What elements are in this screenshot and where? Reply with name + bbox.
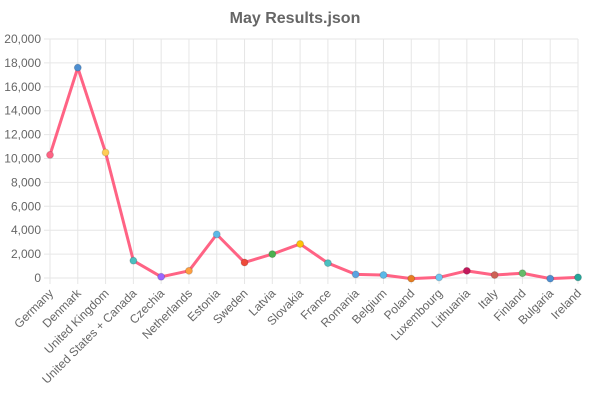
x-tick-label: Ireland: [548, 286, 584, 322]
data-point[interactable]: [546, 274, 555, 283]
y-axis-ticks: 20,000 18,000 16,000 14,000 12,000 10,000 8,00…: [4, 32, 41, 285]
y-tick-label: 16,000: [4, 80, 41, 94]
y-tick-label: 4,000: [11, 223, 41, 237]
y-tick-label: 10,000: [4, 152, 41, 166]
data-point[interactable]: [101, 148, 110, 157]
data-point[interactable]: [490, 271, 499, 280]
data-point[interactable]: [407, 274, 416, 283]
data-point[interactable]: [462, 266, 471, 275]
data-point[interactable]: [379, 271, 388, 280]
data-point[interactable]: [212, 230, 221, 239]
y-tick-label: 6,000: [11, 199, 41, 213]
chart-title: May Results.json: [230, 10, 361, 27]
data-point[interactable]: [323, 259, 332, 268]
y-tick-label: 14,000: [4, 104, 41, 118]
y-tick-label: 20,000: [4, 32, 41, 46]
data-point[interactable]: [240, 258, 249, 267]
data-point[interactable]: [73, 63, 82, 72]
data-point[interactable]: [129, 256, 138, 265]
data-point[interactable]: [351, 270, 360, 279]
y-tick-label: 2,000: [11, 247, 41, 261]
data-point[interactable]: [184, 266, 193, 275]
data-point[interactable]: [435, 273, 444, 282]
data-points: [46, 63, 582, 283]
data-point[interactable]: [268, 250, 277, 259]
series-line: [48, 66, 580, 281]
data-point[interactable]: [296, 239, 305, 248]
data-point[interactable]: [518, 269, 527, 278]
data-point[interactable]: [46, 150, 54, 159]
y-tick-label: 8,000: [11, 175, 41, 189]
y-tick-label: 12,000: [4, 128, 41, 142]
y-tick-label: 0: [34, 271, 41, 285]
data-point[interactable]: [574, 273, 582, 282]
data-point[interactable]: [157, 272, 166, 281]
grid: [44, 38, 579, 284]
y-tick-label: 18,000: [4, 56, 41, 70]
